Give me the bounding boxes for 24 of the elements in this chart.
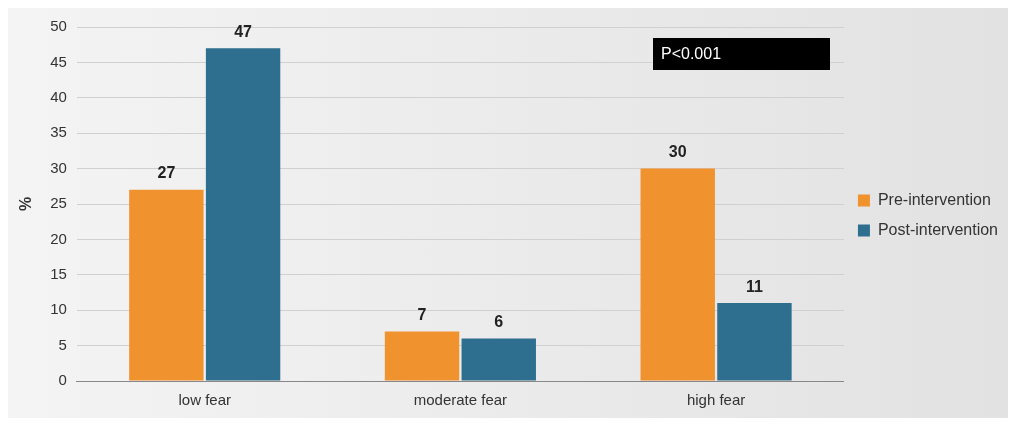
data-label: 30: [668, 143, 687, 161]
y-tick-label: 25: [50, 194, 67, 212]
y-tick-label: 10: [50, 300, 67, 318]
data-label: 11: [745, 277, 763, 295]
legend-label: Pre-intervention: [877, 190, 991, 208]
data-label: 6: [494, 312, 504, 330]
y-tick-label: 15: [50, 264, 67, 282]
x-tick-label: moderate fear: [413, 391, 508, 409]
data-label: 47: [234, 22, 253, 40]
note-box: P<0.001: [653, 38, 830, 70]
y-tick-label: 40: [50, 87, 67, 105]
data-label: 7: [417, 305, 427, 323]
y-tick-label: 50: [50, 17, 67, 35]
y-tick-label: 35: [50, 123, 67, 141]
y-tick-label: 5: [58, 335, 67, 353]
x-tick-label: high fear: [686, 391, 746, 409]
y-axis-title: %: [17, 196, 35, 212]
legend-label: Post-intervention: [877, 220, 998, 238]
y-tick-label: 0: [58, 371, 67, 389]
y-tick-label: 20: [50, 229, 67, 247]
x-tick-label: low fear: [178, 391, 231, 409]
data-label: 27: [157, 164, 176, 182]
y-tick-label: 45: [50, 52, 67, 70]
y-tick-label: 30: [50, 158, 67, 176]
